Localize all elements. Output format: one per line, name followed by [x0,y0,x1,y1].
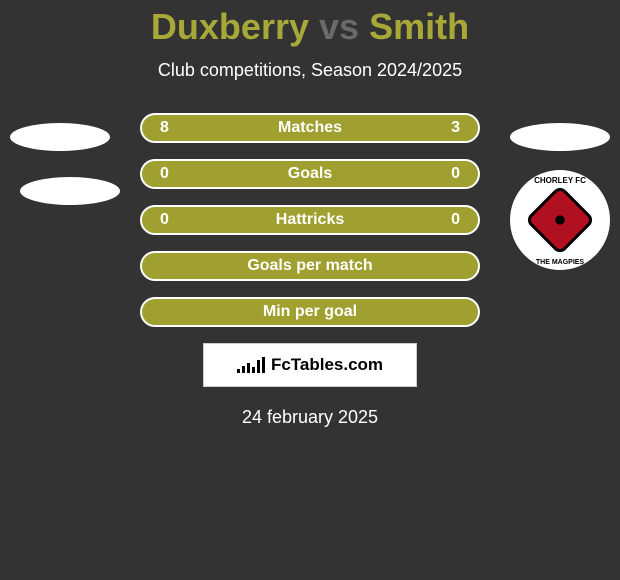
title-player-left: Duxberry [151,6,309,47]
fctables-text: FcTables.com [271,355,383,375]
stat-row-hattricks: 0 Hattricks 0 [0,205,620,235]
stat-bar: Min per goal [140,297,480,327]
stat-row-goals: 0 Goals 0 [0,159,620,189]
date-text: 24 february 2025 [0,407,620,428]
stat-label: Matches [278,119,342,137]
stat-value-right: 0 [430,211,460,229]
stats-section: 8 Matches 3 0 Goals 0 0 Hattricks 0 Goal… [0,113,620,327]
stat-value-left: 0 [160,165,190,183]
stat-value-left: 8 [160,119,190,137]
fctables-logo-box: FcTables.com [203,343,417,387]
stat-label: Goals [288,165,332,183]
stat-label: Hattricks [276,211,344,229]
stat-label: Goals per match [247,257,372,275]
stat-row-gpm: Goals per match [0,251,620,281]
stat-label: Min per goal [263,303,357,321]
stat-value-left: 0 [160,211,190,229]
page-title: Duxberry vs Smith [0,6,620,48]
stat-bar: 0 Hattricks 0 [140,205,480,235]
stat-bar: 8 Matches 3 [140,113,480,143]
main-container: Duxberry vs Smith Club competitions, Sea… [0,0,620,580]
stat-bar: Goals per match [140,251,480,281]
chart-icon [237,357,265,373]
stat-value-right: 3 [430,119,460,137]
stat-row-matches: 8 Matches 3 [0,113,620,143]
stat-row-mpg: Min per goal [0,297,620,327]
stat-bar: 0 Goals 0 [140,159,480,189]
title-player-right: Smith [369,6,469,47]
subtitle: Club competitions, Season 2024/2025 [0,60,620,81]
stat-value-right: 0 [430,165,460,183]
title-vs-separator: vs [319,6,359,47]
